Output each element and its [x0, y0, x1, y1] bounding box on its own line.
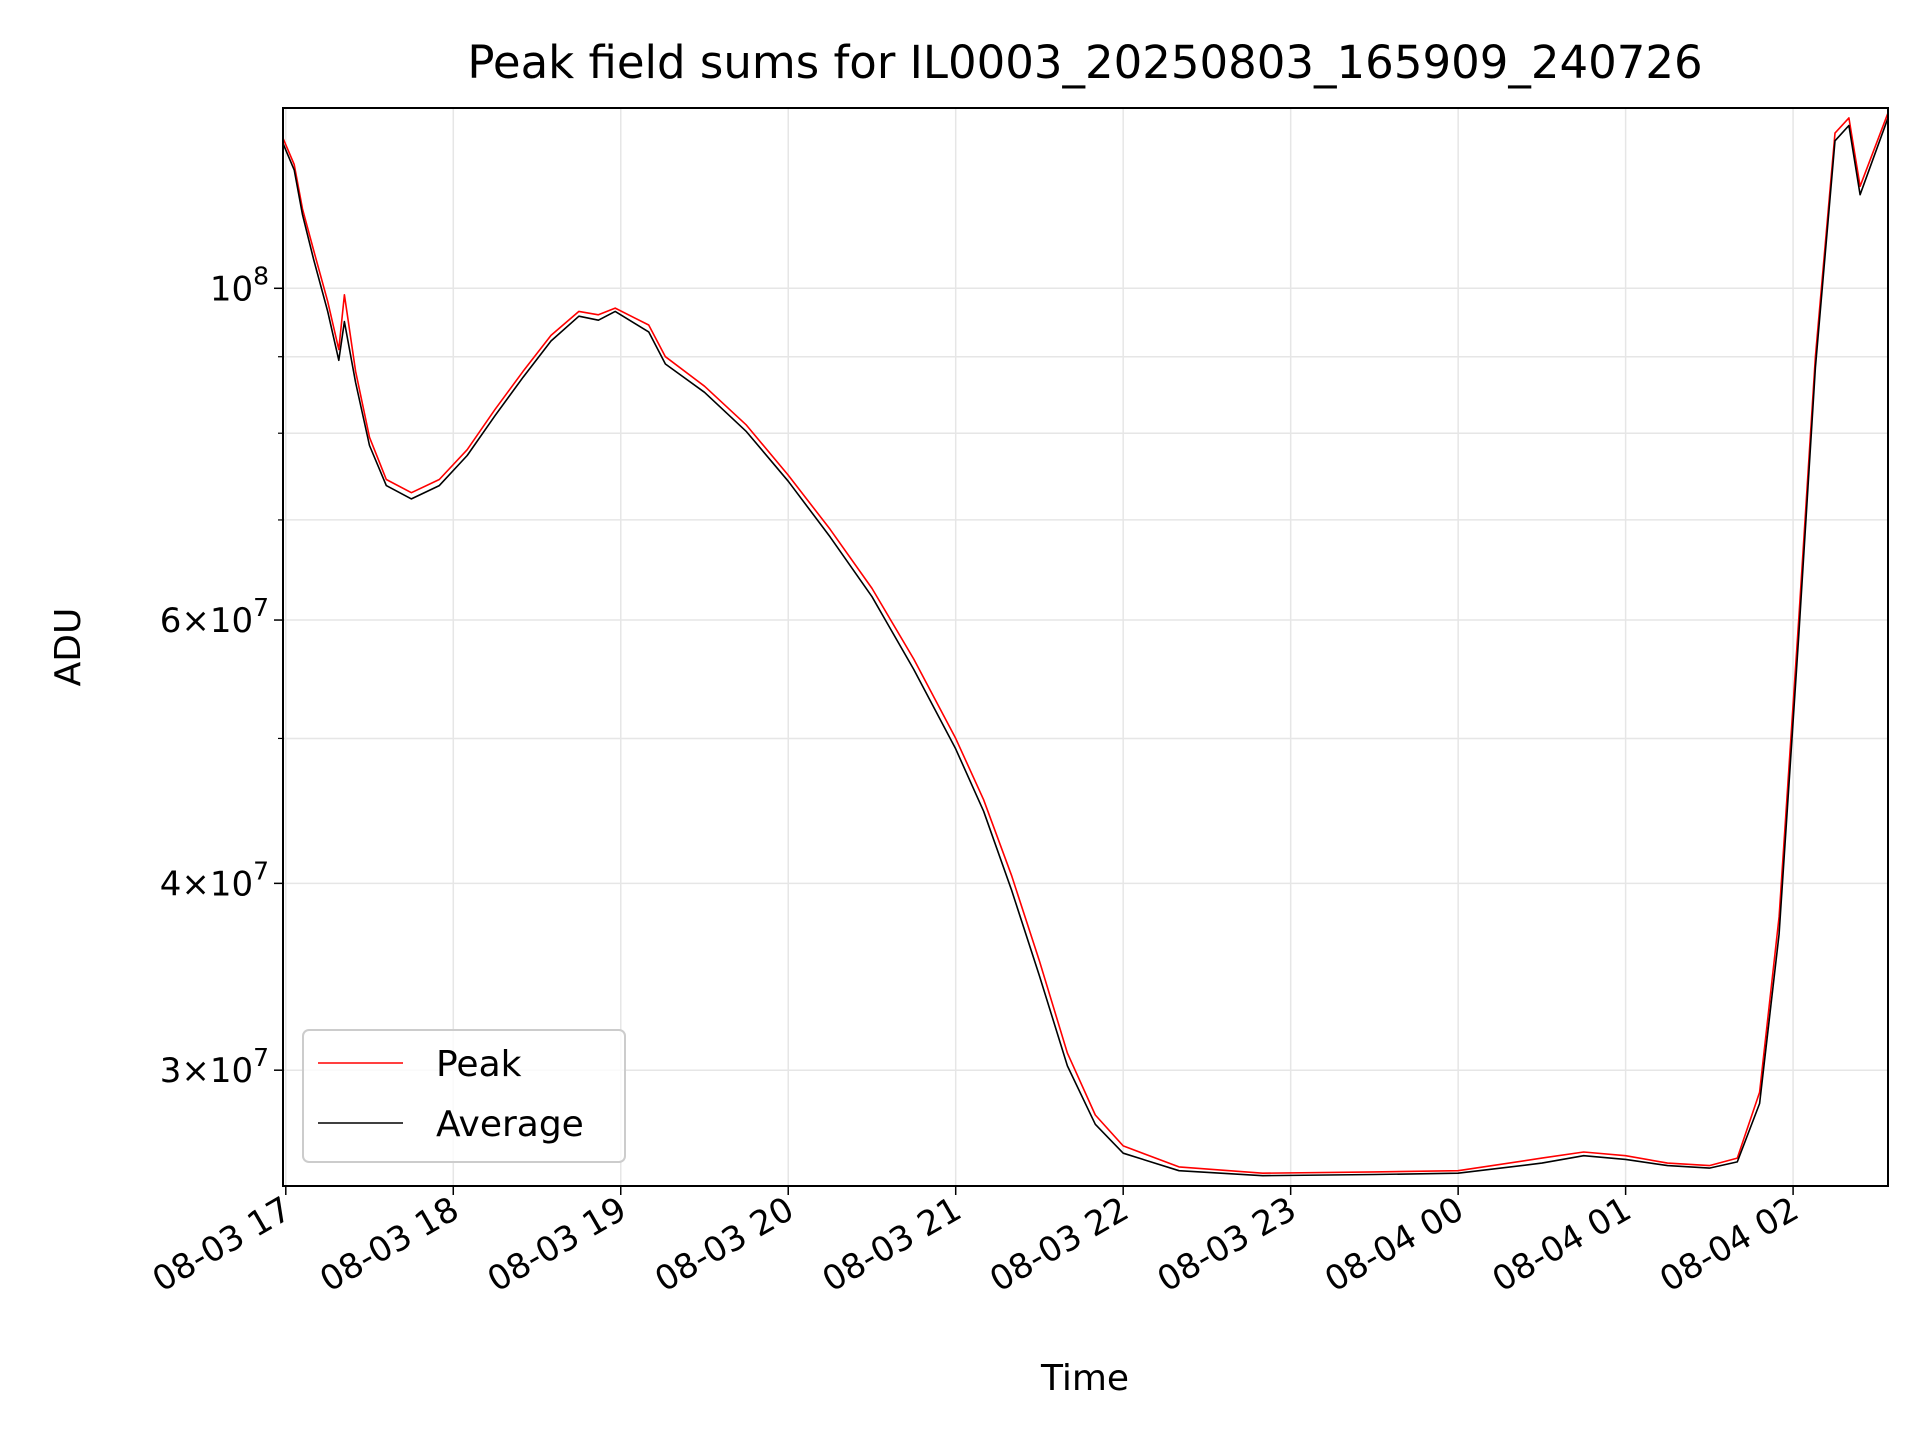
- series-layer: [282, 112, 1889, 1177]
- x-axis-label: Time: [1040, 1358, 1129, 1399]
- legend-label-peak: Peak: [436, 1044, 522, 1085]
- y-tick-label: 6×107: [160, 593, 269, 641]
- plot-frame: [282, 107, 1889, 1187]
- y-tick-label: 108: [210, 261, 269, 309]
- y-tick-label: 3×107: [160, 1043, 269, 1091]
- grid: [283, 108, 1888, 1186]
- y-tick-label: 4×107: [160, 856, 269, 904]
- legend-label-average: Average: [436, 1104, 584, 1145]
- series-line-average: [282, 117, 1889, 1177]
- y-axis-label: ADU: [48, 608, 89, 687]
- series-line-peak: [282, 112, 1889, 1174]
- legend: Peak Average: [302, 1029, 626, 1163]
- chart-title: Peak field sums for IL0003_20250803_1659…: [467, 36, 1702, 89]
